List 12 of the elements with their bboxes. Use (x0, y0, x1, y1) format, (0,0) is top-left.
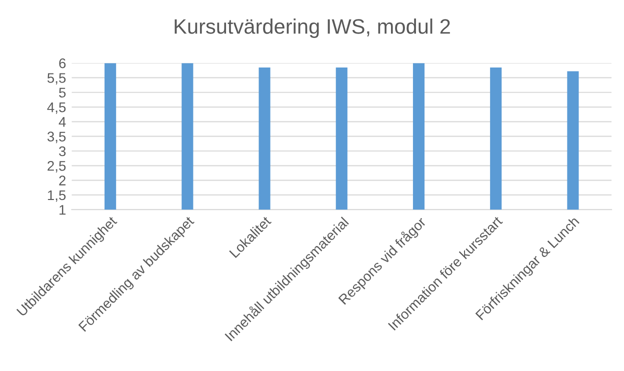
y-tick-label: 5 (59, 88, 66, 98)
y-tick-label: 4 (58, 117, 66, 127)
y-tick-label: 2 (59, 176, 66, 186)
chart-title: Kursutvärdering IWS, modul 2 (174, 18, 450, 38)
y-tick-label: 6 (59, 58, 66, 68)
y-tick-label: 5,5 (47, 73, 66, 85)
y-tick-label: 3,5 (47, 132, 66, 144)
y-tick-label: 2,5 (48, 160, 66, 172)
y-tick-label: 1 (60, 205, 66, 215)
y-tick-label: 3 (59, 146, 66, 156)
y-tick-label: 1,5 (48, 190, 66, 202)
y-tick-label: 4,5 (47, 102, 66, 114)
